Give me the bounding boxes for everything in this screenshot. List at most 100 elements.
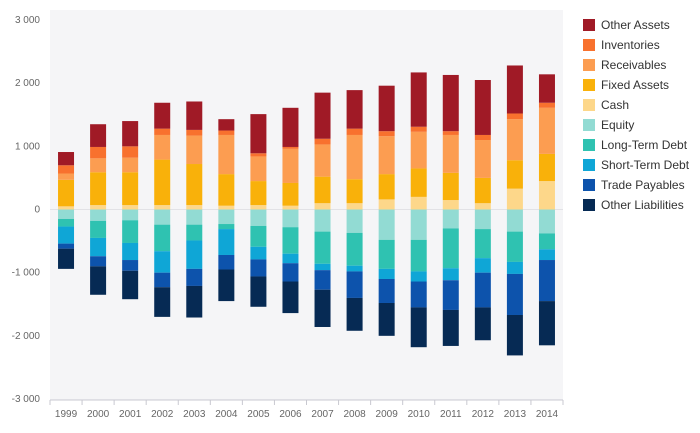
legend-item[interactable]: Fixed Assets <box>583 78 669 92</box>
bar-segment-short-term-debt <box>282 253 299 264</box>
x-tick-label: 2012 <box>472 409 495 420</box>
x-tick-label: 2005 <box>247 409 270 420</box>
bar-segment-cash <box>410 196 427 210</box>
bar-segment-trade-payables <box>58 243 75 249</box>
bar-segment-long-term-debt <box>154 224 171 252</box>
bar-segment-other-liabilities <box>90 266 107 295</box>
y-tick-label: -2 000 <box>12 331 41 342</box>
bar-segment-fixed-assets <box>378 174 395 200</box>
bar-segment-cash <box>314 203 331 210</box>
bar-segment-receivables <box>314 144 331 177</box>
bar-segment-inventories <box>122 146 139 158</box>
x-tick-label: 2007 <box>311 409 334 420</box>
legend-item[interactable]: Trade Payables <box>583 178 685 192</box>
legend-swatch <box>583 199 595 211</box>
bar-segment-trade-payables <box>186 268 203 286</box>
x-tick-label: 2000 <box>87 409 110 420</box>
legend-item[interactable]: Receivables <box>583 58 666 72</box>
bar-segment-receivables <box>474 140 491 178</box>
x-tick-label: 2006 <box>279 409 302 420</box>
bar-segment-short-term-debt <box>186 240 203 269</box>
bar-segment-inventories <box>474 134 491 141</box>
bar-segment-other-liabilities <box>122 270 139 300</box>
legend-label: Cash <box>601 98 629 112</box>
legend-item[interactable]: Cash <box>583 98 629 112</box>
bar-segment-inventories <box>186 129 203 136</box>
bar-segment-short-term-debt <box>250 246 267 260</box>
x-tick-label: 2003 <box>183 409 206 420</box>
bar-segment-long-term-debt <box>250 225 267 247</box>
bar-segment-fixed-assets <box>538 153 555 182</box>
bar-segment-short-term-debt <box>122 242 139 261</box>
bar-segment-cash <box>346 203 363 210</box>
legend-label: Fixed Assets <box>601 78 669 92</box>
bar-segment-inventories <box>346 128 363 135</box>
legend-item[interactable]: Other Assets <box>583 18 670 32</box>
bar-segment-other-liabilities <box>410 307 427 348</box>
bar-segment-cash <box>282 205 299 210</box>
bar-segment-cash <box>378 199 395 210</box>
bar-segment-fixed-assets <box>506 160 523 189</box>
bar-segment-cash <box>90 205 107 210</box>
bar-segment-cash <box>218 205 235 210</box>
bar-segment-trade-payables <box>250 259 267 277</box>
bar-segment-equity <box>506 209 523 232</box>
legend-item[interactable]: Inventories <box>583 38 660 52</box>
bar-segment-equity <box>410 209 427 240</box>
bar-segment-inventories <box>378 131 395 137</box>
bar-segment-short-term-debt <box>442 268 459 281</box>
bar-segment-other-liabilities <box>538 301 555 346</box>
bar-segment-other-assets <box>282 107 299 147</box>
legend-item[interactable]: Equity <box>583 118 634 132</box>
bar-segment-equity <box>346 209 363 233</box>
bar-segment-fixed-assets <box>122 172 139 206</box>
bar-segment-inventories <box>154 128 171 135</box>
bar-segment-fixed-assets <box>314 176 331 204</box>
bar-segment-receivables <box>186 135 203 165</box>
bar-segment-other-assets <box>250 114 267 154</box>
bar-segment-inventories <box>410 126 427 132</box>
bar-segment-receivables <box>346 134 363 180</box>
bar-segment-equity <box>122 209 139 221</box>
legend-item[interactable]: Long-Term Debt <box>583 138 688 152</box>
bar-segment-inventories <box>538 102 555 108</box>
bar-segment-other-liabilities <box>346 297 363 331</box>
bar-segment-receivables <box>506 119 523 161</box>
bar-segment-inventories <box>314 138 331 145</box>
bar-segment-fixed-assets <box>186 164 203 206</box>
legend-item[interactable]: Short-Term Debt <box>583 158 690 172</box>
bar-segment-receivables <box>122 157 139 173</box>
bar-segment-long-term-debt <box>346 232 363 266</box>
bar-segment-receivables <box>218 134 235 175</box>
bar-segment-trade-payables <box>218 254 235 270</box>
bar-segment-fixed-assets <box>442 172 459 201</box>
bar-segment-cash <box>122 205 139 210</box>
bar-segment-equity <box>378 209 395 240</box>
bar-segment-other-liabilities <box>58 248 75 269</box>
bar-segment-cash <box>442 200 459 210</box>
bar-segment-long-term-debt <box>218 224 235 230</box>
x-tick-label: 2002 <box>151 409 174 420</box>
bar-segment-receivables <box>538 107 555 154</box>
bar-segment-receivables <box>378 136 395 175</box>
bar-segment-long-term-debt <box>314 231 331 264</box>
bar-segment-cash <box>154 205 171 210</box>
bar-segment-long-term-debt <box>378 239 395 269</box>
bar-segment-trade-payables <box>122 260 139 271</box>
x-tick-label: 2013 <box>504 409 527 420</box>
bar-segment-short-term-debt <box>506 261 523 274</box>
bar-segment-short-term-debt <box>346 265 363 272</box>
x-tick-label: 2014 <box>536 409 559 420</box>
legend-label: Trade Payables <box>601 178 685 192</box>
bar-segment-trade-payables <box>346 271 363 298</box>
bar-segment-other-liabilities <box>154 287 171 317</box>
bar-segment-long-term-debt <box>282 227 299 254</box>
legend-item[interactable]: Other Liabilities <box>583 198 684 212</box>
bar-segment-trade-payables <box>506 273 523 315</box>
bar-segment-other-liabilities <box>218 269 235 302</box>
x-tick-label: 2010 <box>408 409 431 420</box>
bar-segment-fixed-assets <box>90 172 107 206</box>
x-tick-label: 2009 <box>376 409 399 420</box>
bar-segment-cash <box>474 203 491 210</box>
